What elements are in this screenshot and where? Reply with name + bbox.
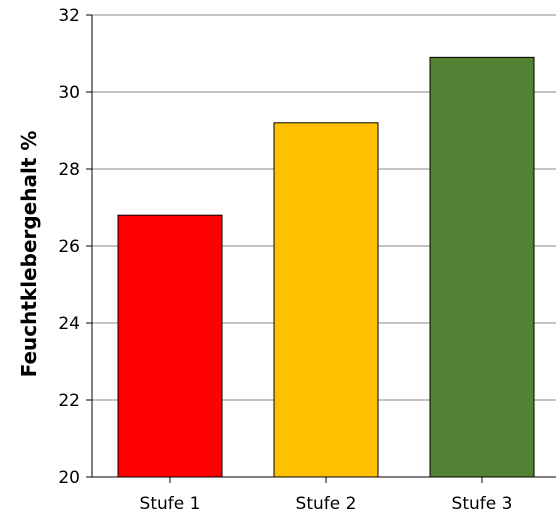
- y-tick-labels: 20 22 24 26 28 30 32: [58, 6, 80, 488]
- y-tick-label: 22: [58, 391, 80, 411]
- y-tick-label: 28: [58, 160, 80, 180]
- y-tick-label: 24: [58, 314, 80, 334]
- bar-stufe-2: [273, 122, 379, 478]
- bar-stufe-3: [429, 56, 535, 478]
- bar-stufe-1: [117, 214, 223, 478]
- x-tick-labels: Stufe 1 Stufe 2 Stufe 3: [140, 494, 513, 514]
- x-tick-label: Stufe 1: [140, 494, 201, 514]
- y-tick-label: 30: [58, 83, 80, 103]
- x-tick-label: Stufe 3: [452, 494, 513, 514]
- y-axis-title: Feuchtklebergehalt %: [17, 131, 41, 378]
- y-tick-label: 32: [58, 6, 80, 26]
- x-tick-label: Stufe 2: [296, 494, 357, 514]
- y-tick-label: 26: [58, 237, 80, 257]
- y-tick-label: 20: [58, 468, 80, 488]
- bars: [117, 56, 535, 478]
